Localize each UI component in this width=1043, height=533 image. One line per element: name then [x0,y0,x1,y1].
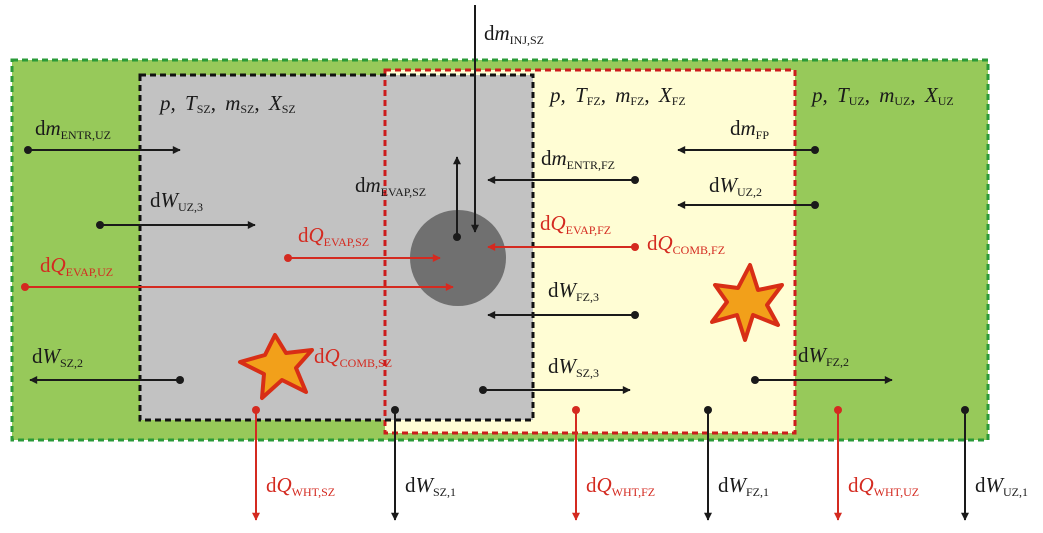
label-dm-fp: dmFP [730,116,769,142]
label-dw-sz1: dWSZ,1 [405,473,456,499]
label-dq-wht-fz: dQWHT,FZ [586,473,655,499]
zone-state-uz: p, TUZ, mUZ, XUZ [810,83,954,108]
label-dq-wht-uz: dQWHT,UZ [848,473,919,499]
label-dw-fz1: dWFZ,1 [718,473,769,499]
label-dq-wht-sz: dQWHT,SZ [266,473,335,499]
combustion-star-fz-icon [710,263,784,342]
arrow-start-dots [21,146,969,414]
label-dq-evap-fz: dQEVAP,FZ [540,211,611,237]
label-dq-evap-uz: dQEVAP,UZ [40,253,113,279]
red-arrows [25,243,842,521]
label-dw-sz2: dWSZ,2 [32,344,83,370]
black-arrows [28,5,969,521]
label-dw-uz3: dWUZ,3 [150,188,203,214]
label-dq-comb-sz: dQCOMB,SZ [314,344,392,370]
unburned-zone-border [10,58,990,442]
combustion-star-sz-icon [238,333,314,400]
flame-zone-border [383,68,797,435]
label-dw-uz1: dWUZ,1 [975,473,1028,499]
label-dm-entr-fz: dmENTR,FZ [541,146,615,172]
label-dm-inj-sz: dmINJ,SZ [484,21,544,47]
label-dq-evap-sz: dQEVAP,SZ [298,223,369,249]
label-dw-fz2: dWFZ,2 [798,343,849,369]
label-dw-sz3: dWSZ,3 [548,354,599,380]
label-dq-comb-fz: dQCOMB,FZ [647,231,725,257]
label-dw-fz3: dWFZ,3 [548,278,599,304]
zone-state-sz: p, TSZ, mSZ, XSZ [158,91,296,116]
fuel-droplet [410,210,506,306]
label-dm-entr-uz: dmENTR,UZ [35,116,111,142]
zone-state-fz: p, TFZ, mFZ, XFZ [548,83,686,108]
label-dw-uz2: dWUZ,2 [709,173,762,199]
label-dm-evap-sz: dmEVAP,SZ [355,173,426,199]
